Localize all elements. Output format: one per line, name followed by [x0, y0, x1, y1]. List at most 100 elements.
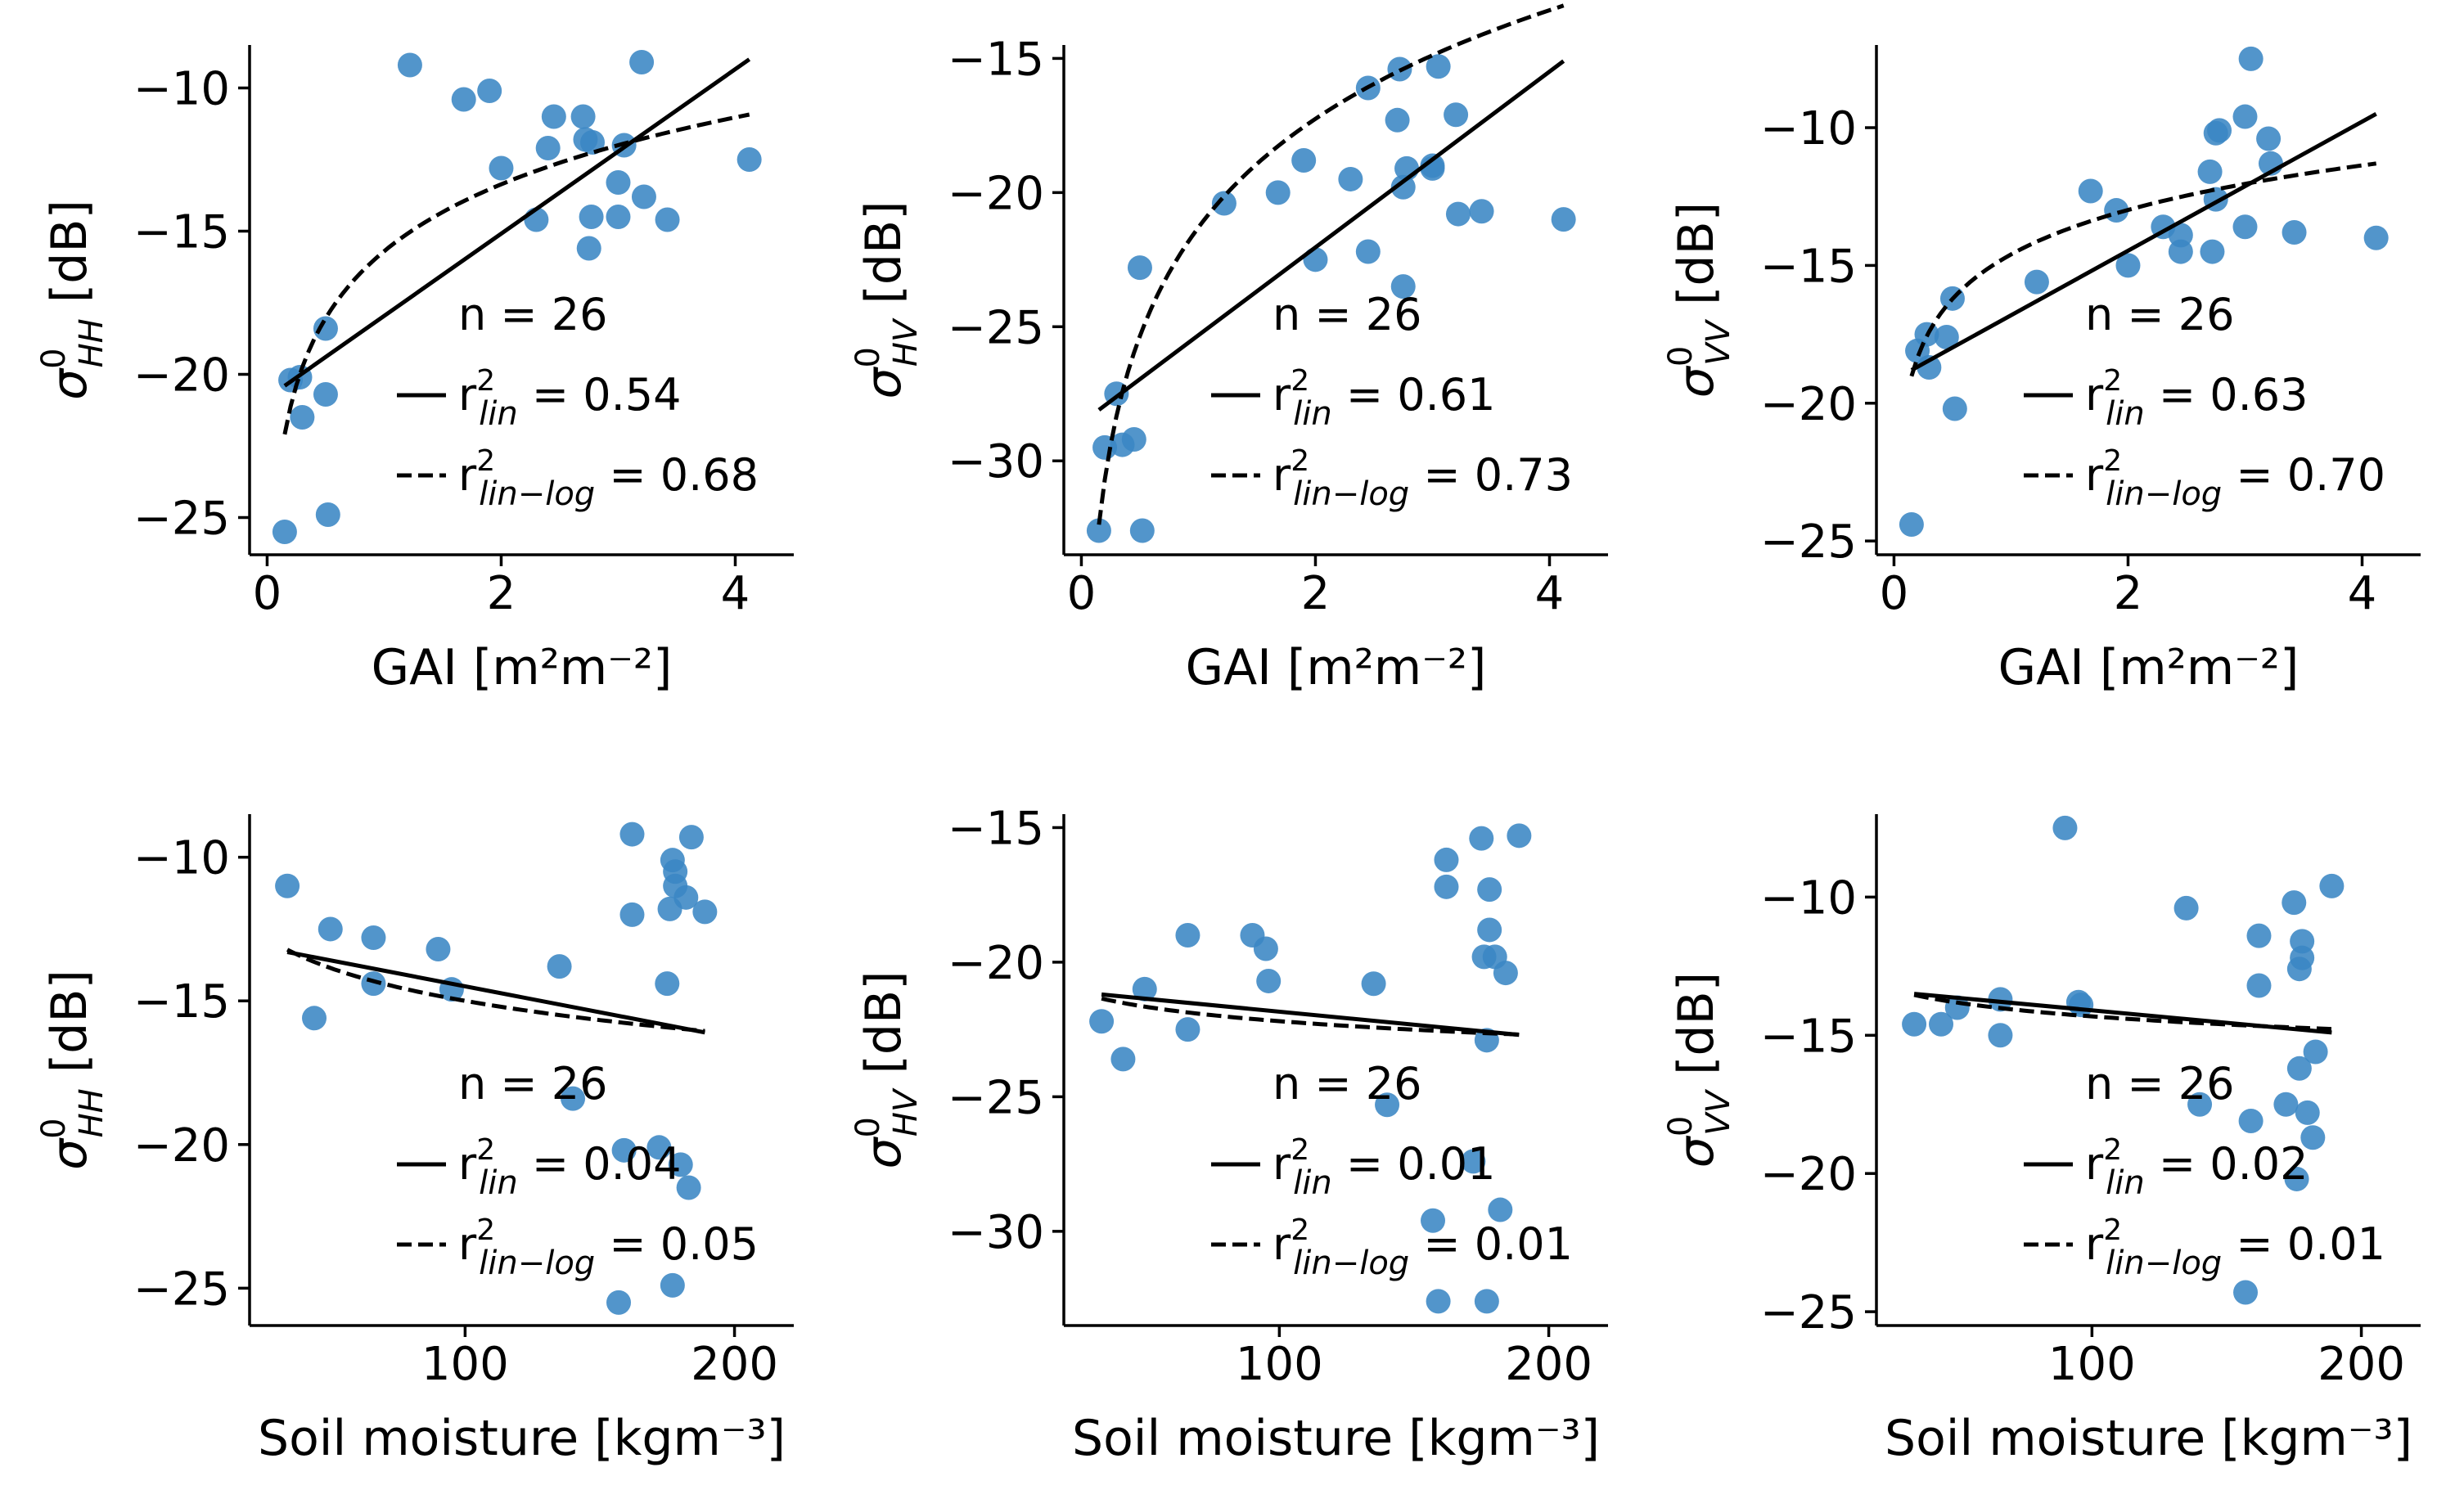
data-point — [315, 502, 340, 527]
legend-r: r — [458, 1218, 477, 1270]
data-point — [1988, 1023, 2013, 1048]
data-point — [1474, 1289, 1499, 1314]
y-axis-label: σ0VV [dB] — [1662, 202, 1737, 398]
x-tick-label: 200 — [691, 1338, 778, 1391]
y-tick-label: −10 — [1760, 871, 1857, 925]
data-point — [2246, 923, 2272, 948]
y-tick-label: −15 — [948, 33, 1044, 86]
x-axis-label: GAI [m²m⁻²] — [1186, 639, 1487, 696]
legend-value: = 0.04 — [518, 1138, 682, 1190]
y-tick-label: −10 — [133, 63, 230, 116]
y-label-sup: 0 — [35, 348, 73, 368]
x-tick-label: 200 — [1505, 1338, 1592, 1391]
legend-lin-log-label: r2 lin−log = 0.70 — [2085, 444, 2385, 513]
data-point — [1461, 1149, 1486, 1174]
data-point — [2282, 890, 2307, 916]
legend-value: = 0.73 — [1409, 449, 1573, 501]
legend-sub: lin−log — [2106, 1245, 2222, 1282]
x-axis-label: GAI [m²m⁻²] — [372, 639, 673, 696]
legend-sub: lin−log — [2106, 475, 2222, 513]
data-point — [2290, 929, 2315, 954]
y-tick-label: −20 — [948, 167, 1044, 220]
data-point — [1089, 1009, 1115, 1034]
data-point — [1434, 847, 1459, 872]
legend-r: r — [1273, 1138, 1291, 1190]
y-label-sup: 0 — [849, 347, 887, 367]
legend-lin-log-label: r2 lin−log = 0.68 — [458, 444, 759, 513]
data-point — [619, 902, 645, 927]
y-axis-label: σ0VV [dB] — [1662, 972, 1737, 1168]
x-tick-label: 100 — [1236, 1338, 1323, 1391]
legend-n-label: n = 26 — [1273, 1058, 1422, 1110]
lin-log-fit-line — [286, 948, 705, 1033]
linear-fit-line — [283, 57, 751, 388]
x-axis-label: Soil moisture [kgm⁻³] — [1072, 1410, 1600, 1467]
data-point — [1421, 1208, 1446, 1233]
data-point — [1434, 874, 1459, 899]
data-point — [2246, 973, 2272, 998]
legend-r: r — [2085, 449, 2104, 501]
legend-sup: 2 — [2103, 1133, 2122, 1167]
y-tick-label: −15 — [133, 975, 230, 1029]
data-point — [676, 1175, 701, 1200]
data-point — [660, 1272, 685, 1298]
data-point — [2232, 214, 2258, 240]
data-point — [1929, 1011, 1954, 1037]
data-point — [1110, 1047, 1136, 1072]
legend-sup: 2 — [476, 444, 495, 478]
data-point — [2300, 1125, 2326, 1150]
data-point — [1988, 987, 2013, 1012]
y-label-sup: 0 — [849, 1117, 887, 1137]
y-axis-label: σ0HV [dB] — [849, 970, 925, 1168]
data-point — [1175, 1017, 1200, 1042]
data-point — [1390, 274, 1416, 299]
data-point — [1211, 191, 1237, 216]
y-label-sigma: σ — [41, 367, 98, 400]
legend-sub: lin−log — [1293, 1245, 1409, 1282]
y-tick-label: −25 — [133, 493, 230, 546]
lin-log-fit-line — [1101, 996, 1520, 1037]
legend-n-label: n = 26 — [458, 1058, 608, 1110]
x-tick-label: 100 — [421, 1338, 509, 1391]
y-tick-label: −20 — [133, 1119, 230, 1173]
data-point — [1303, 247, 1328, 272]
y-tick-label: −15 — [1760, 1010, 1857, 1063]
data-point — [2319, 873, 2345, 898]
data-point — [1469, 826, 1494, 851]
legend-lin-log-label: r2 lin−log = 0.05 — [458, 1213, 759, 1282]
data-point — [547, 954, 572, 979]
x-tick-label: 2 — [1301, 567, 1331, 620]
y-label-sub: HV — [887, 317, 925, 367]
x-tick-label: 4 — [1535, 567, 1565, 620]
legend-linear-label: r2 lin = 0.01 — [1273, 1133, 1496, 1202]
data-point — [673, 885, 699, 910]
legend-value: = 0.02 — [2145, 1138, 2309, 1190]
legend-sub: lin — [479, 1164, 518, 1202]
data-point — [1361, 971, 1386, 997]
data-point — [668, 1152, 693, 1177]
legend-linear-label: r2 lin = 0.54 — [458, 364, 682, 433]
y-tick-label: −15 — [1760, 240, 1857, 293]
data-point — [2282, 219, 2307, 245]
y-label-unit: [dB] — [1668, 202, 1725, 321]
legend-sub: lin−log — [1293, 475, 1409, 513]
y-label-sigma: σ — [855, 1137, 912, 1169]
data-point — [397, 52, 422, 78]
data-point — [619, 822, 645, 847]
data-point — [1917, 355, 1942, 380]
x-tick-label: 0 — [253, 567, 282, 620]
legend-sub: lin−log — [479, 1245, 595, 1282]
data-point — [1086, 518, 1111, 543]
y-label-sup: 0 — [1662, 346, 1700, 367]
y-label-sigma: σ — [1668, 1135, 1725, 1168]
data-point — [561, 1086, 586, 1111]
data-point — [2115, 253, 2141, 278]
data-point — [2024, 269, 2049, 295]
data-point — [1426, 1289, 1451, 1314]
